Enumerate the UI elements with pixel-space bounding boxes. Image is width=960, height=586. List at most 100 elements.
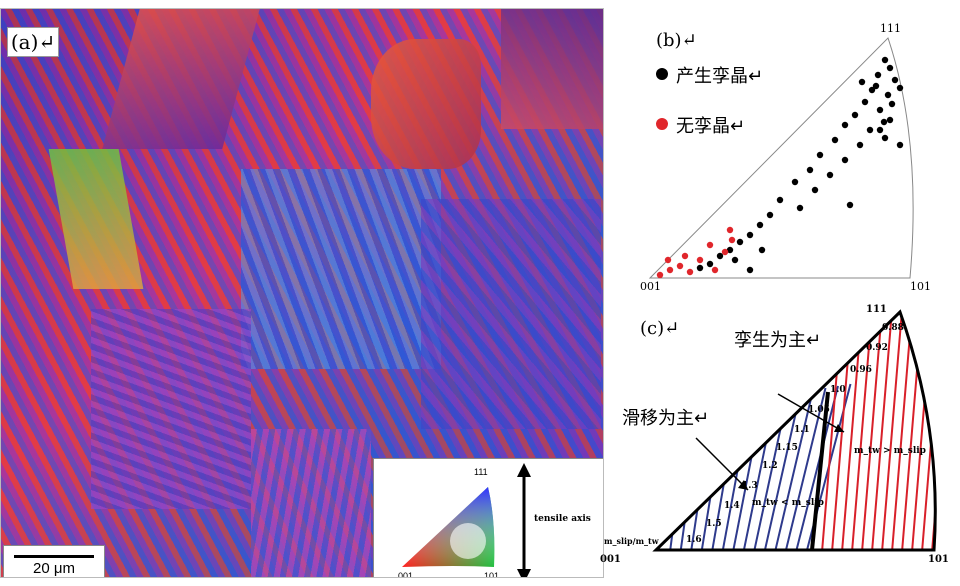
slip-dominant-annotation: 滑移为主↵ — [622, 408, 710, 429]
twinned-grain-point — [841, 156, 849, 164]
twinned-grain-point — [696, 264, 704, 272]
contour-value-label: 1.5 — [706, 519, 722, 529]
panel-c-label: (c)↵ — [640, 318, 680, 339]
twinned-grain-point — [736, 238, 744, 246]
untwinned-grain-point — [706, 241, 714, 249]
twinned-grain-point — [831, 136, 839, 144]
twinned-grain-point — [868, 86, 876, 94]
scale-bar-line — [14, 555, 94, 558]
contour-value-label: 0.88 — [882, 323, 904, 333]
b-101-label: 101 — [910, 280, 931, 293]
untwinned-grain-point — [711, 266, 719, 274]
untwinned-grain-point — [681, 252, 689, 260]
untwinned-grain-point — [656, 271, 664, 279]
twin-contour-line — [891, 312, 913, 550]
twinned-grain-point — [756, 221, 764, 229]
b-001-label: 001 — [640, 280, 661, 293]
twinned-grain-point — [811, 186, 819, 194]
slip-annotation-arrow — [695, 437, 749, 491]
twin-contour-line — [851, 312, 873, 550]
twinned-grain-point — [806, 166, 814, 174]
twinned-grain-point — [746, 266, 754, 274]
contour-value-label: 1.0 — [830, 385, 846, 395]
twinned-grain-point — [731, 256, 739, 264]
ipf-triangle-outline — [648, 37, 914, 279]
grain-patch — [91, 309, 251, 509]
ipf-scatter-plot — [648, 37, 914, 279]
twinned-grain-point — [896, 84, 904, 92]
grain-patch — [102, 9, 260, 149]
untwinned-grain-point — [666, 266, 674, 274]
slip-region-label: m_tw < m_slip — [752, 498, 824, 508]
untwinned-grain-point — [664, 256, 672, 264]
scatter-points — [656, 56, 904, 279]
no-twin-legend-dot — [656, 118, 668, 130]
grain-patch — [501, 9, 603, 129]
twin-annotation-arrow — [777, 393, 845, 433]
twin-contour-line — [841, 312, 863, 550]
micrograph-panel: (a)↵ 20 μm 111 001 101 tensile — [0, 8, 604, 578]
twin-dominant-annotation: 孪生为主↵ — [734, 330, 822, 351]
contour-value-label: 0.96 — [850, 365, 872, 375]
twinned-grain-point — [884, 91, 892, 99]
ipf-001-label: 001 — [398, 571, 414, 578]
twinned-grain-point — [876, 106, 884, 114]
untwinned-grain-point — [728, 236, 736, 244]
twinned-grain-point — [846, 201, 854, 209]
twinned-grain-point — [856, 141, 864, 149]
ipf-101-label: 101 — [484, 571, 500, 578]
twinned-grain-point — [858, 78, 866, 86]
twinned-grain-point — [888, 100, 896, 108]
twinned-grain-point — [880, 118, 888, 126]
slip-contour-line — [784, 387, 827, 550]
b-111-label: 111 — [880, 22, 901, 35]
slip-contour-line — [679, 407, 702, 550]
c-101-label: 101 — [928, 554, 949, 565]
grain-patch — [371, 39, 481, 169]
slip-contour-line — [669, 409, 689, 550]
twin-contour-line — [871, 312, 893, 550]
ipf-111-label: 111 — [474, 467, 488, 477]
untwinned-grain-point — [696, 256, 704, 264]
slip-contour-line — [763, 391, 802, 550]
twin-legend-dot — [656, 68, 668, 80]
contour-value-label: 1.6 — [686, 535, 702, 545]
scale-bar: 20 μm — [3, 545, 105, 577]
twinned-grain-point — [896, 141, 904, 149]
tensile-axis-label: tensile axis — [534, 514, 591, 524]
twin-contour-line — [881, 312, 903, 550]
scale-bar-text: 20 μm — [33, 560, 75, 577]
c-001-label: 001 — [600, 554, 621, 565]
contour-value-labels: 0.88 0.92 0.96 1.01.05 1.1 1.15 1.2 1.31.41.5 1.… — [686, 323, 904, 545]
twin-contour-line — [921, 312, 936, 550]
contour-value-label: 0.92 — [866, 343, 888, 353]
slip-contour-line — [795, 385, 839, 550]
twinned-grain-point — [776, 196, 784, 204]
twinned-grain-point — [816, 151, 824, 159]
twinned-grain-point — [796, 204, 804, 212]
twinned-grain-point — [726, 246, 734, 254]
twinned-grain-point — [872, 82, 880, 90]
twinned-grain-point — [766, 211, 774, 219]
twinned-grain-point — [861, 98, 869, 106]
untwinned-grain-point — [721, 248, 729, 256]
grain-patch — [241, 169, 441, 369]
contour-value-label: 1.05 — [808, 405, 830, 415]
slip-contour-line — [774, 389, 814, 550]
twinned-grain-point — [874, 71, 882, 79]
contour-value-label: 1.15 — [776, 443, 798, 453]
tensile-axis-arrow — [517, 463, 531, 577]
twinned-grain-point — [791, 178, 799, 186]
panel-a-label: (a)↵ — [7, 27, 59, 57]
untwinned-grain-point — [726, 226, 734, 234]
twinned-grain-point — [886, 64, 894, 72]
ipf-triangle-key — [402, 487, 495, 567]
twinned-grain-point — [881, 56, 889, 64]
grain-patch — [421, 199, 601, 429]
twinned-grain-point — [881, 134, 889, 142]
schmid-ratio-map: 0.88 0.92 0.96 1.01.05 1.1 1.15 1.2 1.31.41.5 1.… — [652, 309, 937, 552]
untwinned-grain-point — [676, 262, 684, 270]
twinned-grain-point — [866, 126, 874, 134]
twinned-grain-point — [758, 246, 766, 254]
twinned-grain-point — [716, 252, 724, 260]
